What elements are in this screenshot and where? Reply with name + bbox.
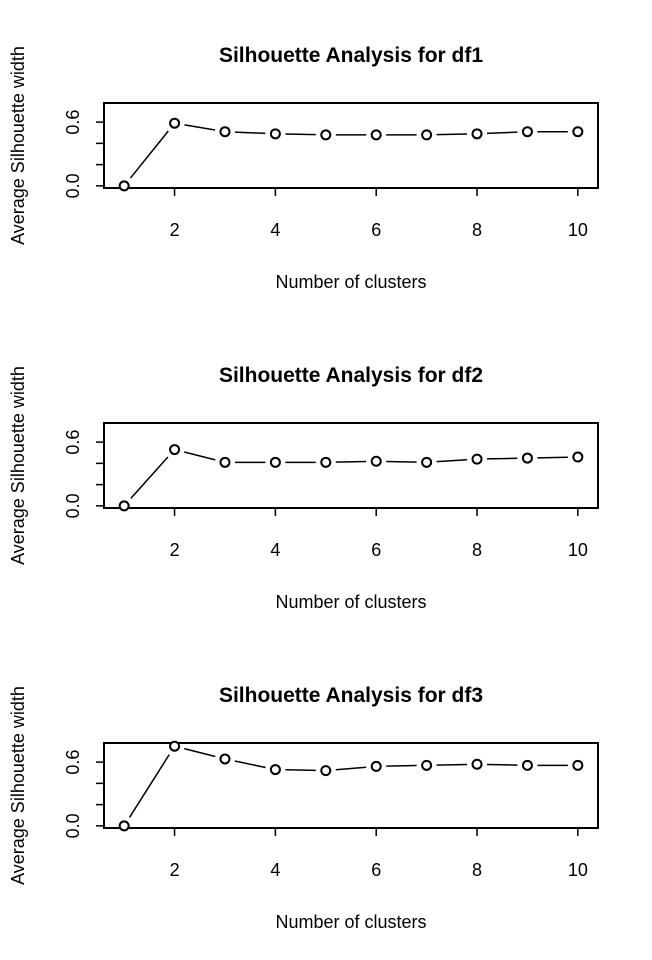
series-line-segment <box>487 457 518 460</box>
y-axis-label: Average Silhouette width <box>8 46 28 245</box>
series-line-segment <box>184 747 216 758</box>
y-tick-label: 0.0 <box>63 813 83 838</box>
x-tick-label: 10 <box>568 220 588 240</box>
data-point <box>320 765 332 777</box>
data-point <box>572 126 584 138</box>
data-point <box>521 126 533 138</box>
chart-title: Silhouette Analysis for df3 <box>219 684 483 707</box>
data-point <box>320 129 332 141</box>
data-point <box>320 456 332 468</box>
x-tick-label: 4 <box>270 220 280 240</box>
x-tick-label: 6 <box>371 540 381 560</box>
data-point <box>471 128 483 140</box>
series-line-segment <box>486 131 518 135</box>
series-line-segment <box>128 754 170 818</box>
x-tick-label: 4 <box>270 860 280 880</box>
data-point <box>118 820 130 832</box>
series-line-segment <box>285 769 316 772</box>
x-tick-label: 2 <box>170 540 180 560</box>
data-point <box>370 129 382 141</box>
series-line-segment <box>436 459 468 463</box>
x-tick-label: 4 <box>270 540 280 560</box>
y-tick-label: 0.0 <box>63 173 83 198</box>
series-line-segment <box>335 766 367 771</box>
data-point <box>421 456 433 468</box>
chart-title: Silhouette Analysis for df1 <box>219 44 483 67</box>
y-axis-label: Average Silhouette width <box>8 686 28 885</box>
data-point <box>169 740 181 752</box>
data-point <box>169 444 181 456</box>
series-line-segment <box>436 763 468 766</box>
x-axis-label: Number of clusters <box>275 912 426 932</box>
data-point <box>421 129 433 141</box>
data-point <box>169 117 181 129</box>
data-point <box>471 758 483 770</box>
x-tick-label: 6 <box>371 220 381 240</box>
x-tick-label: 2 <box>170 220 180 240</box>
plot-frame <box>103 742 599 829</box>
chart-panel-2: Silhouette Analysis for df2 2 4 6 8 10 0.0 0.6 N… <box>8 364 599 612</box>
data-point <box>521 452 533 464</box>
x-tick-label: 8 <box>472 860 482 880</box>
plot-frame <box>103 102 599 189</box>
series-line-segment <box>537 456 568 459</box>
data-point <box>572 759 584 771</box>
x-axis-label: Number of clusters <box>275 592 426 612</box>
series-line-segment <box>386 460 417 463</box>
x-tick-label: 10 <box>568 540 588 560</box>
data-point <box>521 759 533 771</box>
series-line-segment <box>234 131 266 135</box>
x-tick-label: 6 <box>371 860 381 880</box>
series-line-segment <box>234 760 266 769</box>
data-point <box>219 126 231 138</box>
y-tick-label: 0.6 <box>63 750 83 775</box>
data-point <box>572 451 584 463</box>
data-point <box>118 180 130 192</box>
chart-title: Silhouette Analysis for df2 <box>219 364 483 387</box>
data-point <box>421 759 433 771</box>
data-point <box>269 456 281 468</box>
data-point <box>471 453 483 465</box>
series-line-segment <box>335 460 367 463</box>
series-line-segment <box>285 133 316 136</box>
x-tick-label: 10 <box>568 860 588 880</box>
y-tick-label: 0.0 <box>63 493 83 518</box>
data-point <box>269 764 281 776</box>
data-point <box>219 456 231 468</box>
data-point <box>370 760 382 772</box>
x-tick-label: 8 <box>472 540 482 560</box>
x-tick-label: 8 <box>472 220 482 240</box>
series-line-segment <box>436 133 468 136</box>
y-axis-label: Average Silhouette width <box>8 366 28 565</box>
chart-panel-3: Silhouette Analysis for df3 2 4 6 8 10 0.0 0.6 N… <box>8 684 599 932</box>
y-tick-label: 0.6 <box>63 110 83 135</box>
data-point <box>269 128 281 140</box>
y-tick-label: 0.6 <box>63 430 83 455</box>
series-line-segment <box>130 456 169 499</box>
x-axis-label: Number of clusters <box>275 272 426 292</box>
series-line-segment <box>129 130 169 179</box>
series-line-segment <box>184 124 216 131</box>
series-line-segment <box>184 451 216 461</box>
series-line-segment <box>386 764 417 767</box>
chart-panel-1: Silhouette Analysis for df1 2 4 6 8 10 0.0 0.6 N… <box>8 44 599 292</box>
series-line-segment <box>487 763 518 766</box>
data-point <box>219 753 231 765</box>
data-point <box>118 500 130 512</box>
plot-frame <box>103 422 599 509</box>
data-point <box>370 455 382 467</box>
x-tick-label: 2 <box>170 860 180 880</box>
